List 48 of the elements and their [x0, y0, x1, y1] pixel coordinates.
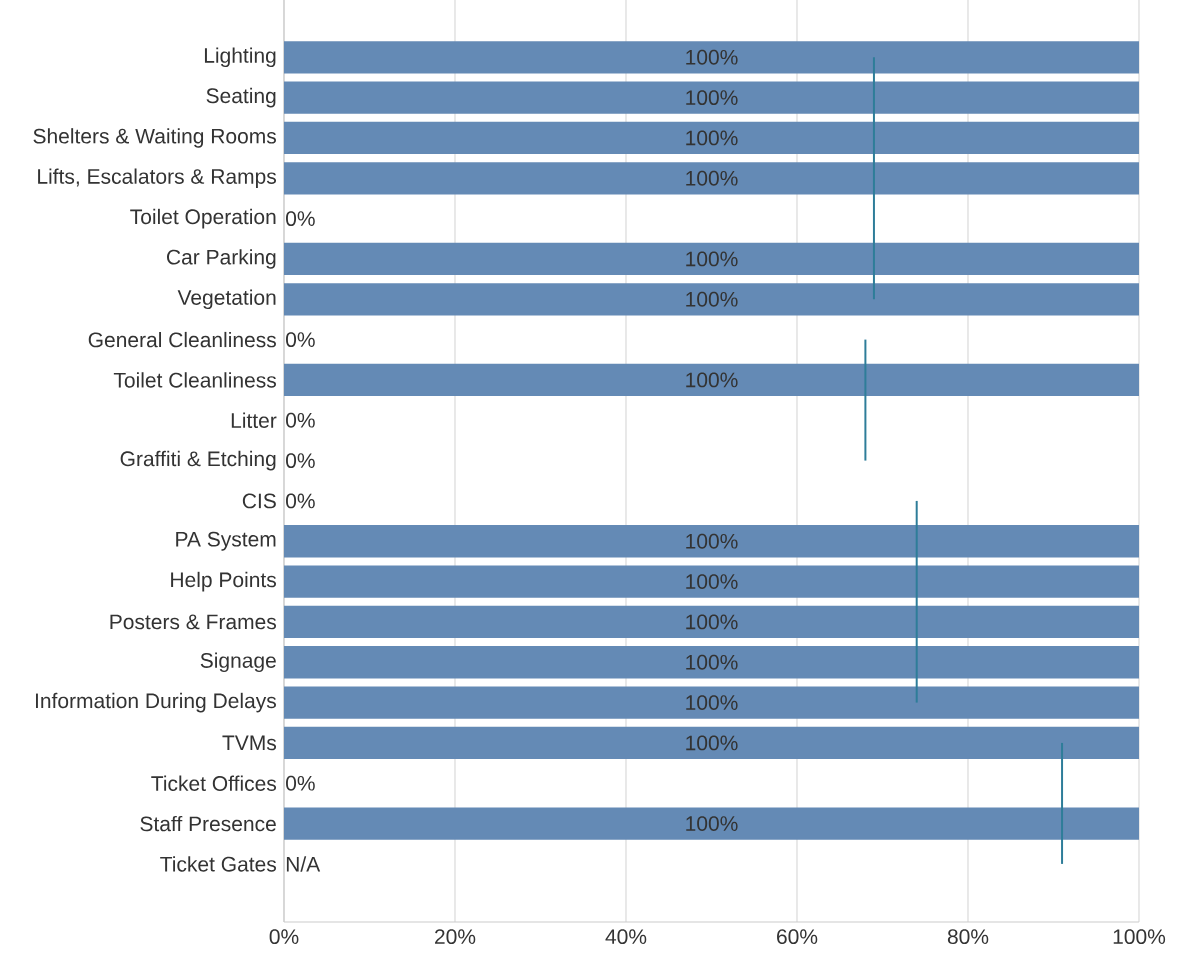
data-label: 100%: [686, 372, 738, 388]
y-tick-label: Lifts, Escalators & Ramps: [38, 168, 277, 189]
data-label: 100%: [686, 816, 738, 832]
y-tick-label: Seating: [206, 87, 276, 108]
y-tick-label: Lighting: [204, 47, 276, 68]
y-tick-label: Staff Presence: [140, 815, 276, 832]
data-label: 100%: [686, 170, 738, 186]
data-label: 100%: [686, 654, 738, 670]
data-label: 0%: [286, 775, 315, 791]
y-tick-label: Vegetation: [177, 289, 276, 310]
y-tick-label: Ticket Offices: [151, 775, 277, 791]
text: N/A: [286, 856, 321, 872]
y-tick-label: General Cleanliness: [88, 331, 276, 348]
data-label: 100%: [686, 251, 738, 267]
y-tick-label: Signage: [200, 652, 276, 673]
data-label: 100%: [686, 90, 738, 106]
data-label: 100%: [686, 291, 738, 307]
data-label: 0%: [286, 493, 315, 509]
y-tick-label: Car Parking: [166, 249, 276, 269]
x-tick-label: 20%: [435, 929, 476, 945]
data-label: 100%: [686, 130, 738, 146]
y-tick-label: Help Points: [171, 571, 276, 592]
y-tick-label: Toilet Cleanliness: [113, 372, 276, 388]
y-tick-label: Information During Delays: [35, 692, 276, 713]
y-tick-label: Litter: [231, 412, 277, 428]
y-tick-label: Posters & Frames: [110, 614, 277, 630]
data-label: 0%: [286, 332, 315, 348]
y-tick-label: Shelters & Waiting Rooms: [33, 128, 276, 148]
data-label: 100%: [686, 735, 738, 751]
x-tick-label: 40%: [605, 929, 647, 945]
y-tick-label: Graffiti & Etching: [120, 450, 276, 471]
x-tick-label: 100%: [1113, 929, 1166, 945]
x-tick-label: 0%: [269, 929, 299, 945]
data-label: 100%: [686, 614, 738, 630]
x-tick-label: 60%: [777, 929, 818, 945]
y-tick-label: TVMs: [222, 735, 277, 751]
data-label: 100%: [686, 695, 738, 711]
data-label: 0%: [286, 453, 315, 469]
data-label: 100%: [686, 533, 738, 549]
y-tick-label: Ticket Gates: [160, 856, 277, 872]
data-label: 0%: [286, 412, 315, 428]
data-label: 100%: [686, 49, 738, 65]
y-tick-label: PA System: [176, 531, 276, 551]
data-label: 100%: [686, 574, 738, 590]
x-tick-label: 80%: [947, 929, 989, 945]
y-tick-label: Toilet Operation: [130, 208, 276, 229]
data-label: 0%: [286, 211, 315, 227]
y-tick-label: CIS: [242, 493, 276, 509]
